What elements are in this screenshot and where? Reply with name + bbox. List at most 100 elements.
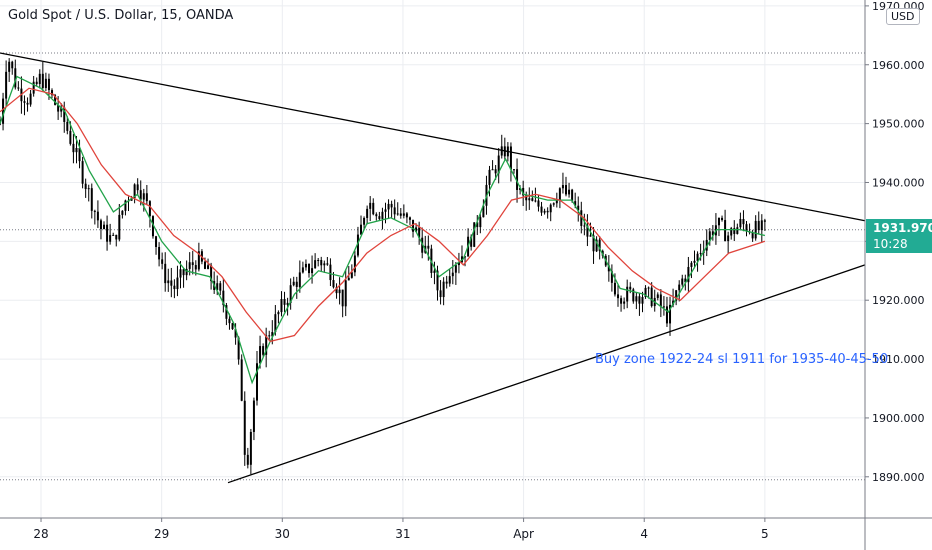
candle-body [384, 209, 387, 212]
candle-body [574, 201, 577, 206]
trendlines[interactable] [0, 52, 866, 484]
candle-body [170, 280, 173, 286]
candle-body [662, 306, 665, 308]
candle-body [26, 102, 29, 105]
candle-body [81, 161, 84, 184]
candle-body [675, 290, 678, 301]
trendline[interactable] [0, 52, 866, 222]
candle-body [696, 253, 699, 261]
candle-body [711, 231, 714, 236]
candle-body [623, 301, 626, 304]
candle-body [739, 218, 742, 228]
candle-body [99, 220, 102, 230]
candle-body [571, 189, 574, 202]
x-tick-label: 30 [275, 527, 290, 541]
candle-body [203, 261, 206, 269]
candle-body [222, 290, 225, 306]
candle-body [473, 222, 476, 247]
candle-body [693, 260, 696, 263]
candle-body [41, 73, 44, 88]
buy-zone-annotation[interactable]: Buy zone 1922-24 sl 1911 for 1935-40-45-… [595, 352, 889, 367]
candle-body [280, 299, 283, 313]
candle-body [754, 220, 757, 239]
candle-body [687, 266, 690, 283]
candle-body [558, 188, 561, 201]
candle-body [78, 147, 81, 162]
candle-body [390, 203, 393, 208]
candle-body [23, 101, 26, 103]
candle-body [84, 183, 87, 190]
y-tick-label: 1890.000 [872, 471, 925, 484]
candle-body [433, 270, 436, 273]
candle-body [185, 268, 188, 276]
candle-body [665, 306, 668, 324]
candle-body [292, 281, 295, 286]
candle-body [72, 143, 75, 153]
candle-body [329, 264, 332, 281]
candle-body [580, 210, 583, 226]
x-tick-label: 28 [33, 527, 48, 541]
candle-body [568, 189, 571, 195]
candle-body [439, 290, 442, 298]
candle-body [751, 232, 754, 239]
moving-average-line [0, 75, 766, 385]
candle-body [259, 346, 262, 364]
candle-body [8, 61, 11, 72]
candle-body [326, 263, 329, 265]
candle-body [699, 252, 702, 254]
candle-body [11, 61, 14, 69]
candle-body [298, 272, 301, 287]
candle-body [87, 188, 90, 190]
candle-body [610, 271, 613, 283]
candle-body [534, 200, 537, 202]
x-tick-label: 4 [640, 527, 648, 541]
candle-body [139, 190, 142, 200]
candle-body [565, 185, 568, 195]
candle-body [274, 314, 277, 333]
candle-body [613, 282, 616, 295]
candle-body [763, 220, 766, 222]
candle-body [231, 323, 234, 330]
candle-body [561, 185, 564, 189]
candle-body [69, 130, 72, 144]
candle-body [457, 262, 460, 266]
candle-body [436, 270, 439, 291]
candle-body [57, 104, 60, 112]
candle-body [167, 280, 170, 284]
candle-body [512, 169, 515, 171]
candle-body [727, 235, 730, 242]
candle-body [289, 285, 292, 303]
candle-body [317, 260, 320, 262]
y-tick-label: 1910.000 [872, 353, 925, 366]
candle-body [721, 217, 724, 221]
candle-body [396, 213, 399, 215]
candle-body [249, 431, 252, 465]
candle-body [246, 454, 249, 465]
candle-body [121, 210, 124, 215]
candle-body [158, 247, 161, 260]
trendline[interactable] [227, 264, 866, 484]
candle-body [161, 259, 164, 264]
candle-body [607, 265, 610, 272]
candle-body [96, 211, 99, 221]
bar-countdown: 10:28 [873, 237, 908, 251]
candle-body [586, 225, 589, 237]
candle-body [451, 272, 454, 277]
candle-body [421, 237, 424, 253]
candle-body [112, 234, 115, 236]
candle-body [51, 90, 54, 96]
candle-body [332, 280, 335, 288]
candle-body [243, 400, 246, 455]
candle-body [479, 217, 482, 228]
candle-body [283, 299, 286, 305]
candle-body [240, 359, 243, 401]
candle-body [617, 294, 620, 299]
candle-body [494, 169, 497, 174]
candle-body [338, 289, 341, 294]
candle-body [678, 284, 681, 291]
candle-body [54, 95, 57, 105]
currency-badge[interactable]: USD [886, 8, 920, 25]
candle-body [363, 217, 366, 225]
